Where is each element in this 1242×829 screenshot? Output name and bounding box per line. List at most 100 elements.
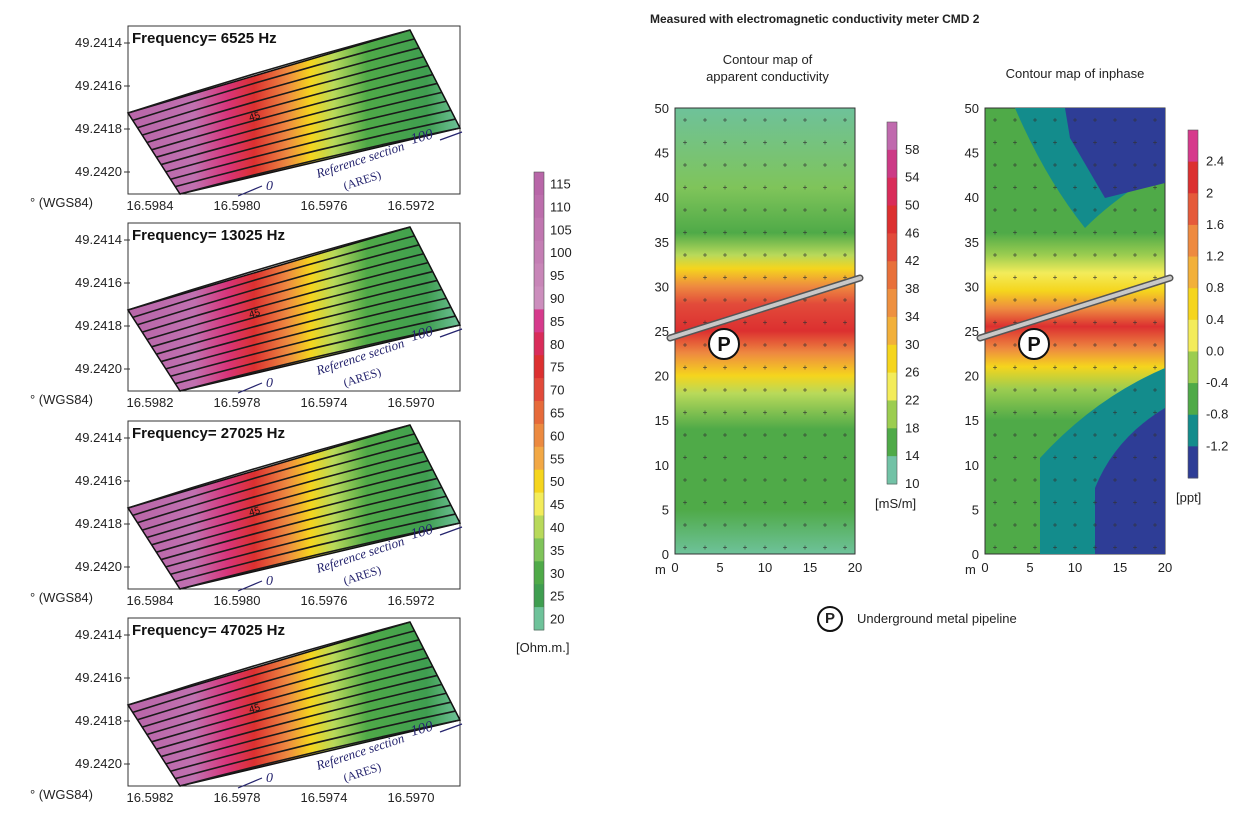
- pipeline-line-highlight: [668, 276, 862, 340]
- reference-end-arrow: [439, 526, 463, 536]
- profile-line: [156, 279, 438, 355]
- inphase-scale-label: -0.4: [1206, 375, 1228, 390]
- longitude-tick-label: 16.5978: [214, 790, 261, 805]
- conductivity-axis-unit: m: [655, 562, 666, 577]
- inphase-x-tick-label: 10: [1068, 560, 1082, 575]
- pipeline-marker-label: P: [717, 334, 730, 356]
- inphase-scale-label: 2: [1206, 185, 1213, 200]
- resistivity-unit-label: [Ohm.m.]: [516, 640, 570, 655]
- latitude-tick-label: 49.2420: [75, 164, 122, 179]
- profile-line: [151, 270, 433, 348]
- profile-line: [141, 252, 424, 333]
- profile-line: [146, 656, 429, 736]
- coordinate-unit-label: ° (WGS84): [30, 590, 93, 605]
- longitude-tick-label: 16.5984: [127, 593, 174, 608]
- profile-line: [165, 495, 447, 568]
- frequency-panel-3: Frequency= 27025 Hz 49.2414 49.2416 49.2418…: [0, 413, 470, 609]
- conductivity-y-tick-label: 0: [662, 547, 669, 562]
- profile-line: [137, 442, 420, 524]
- conductivity-y-tick-label: 25: [655, 324, 669, 339]
- resistivity-scale-band: [534, 561, 544, 585]
- conductivity-scale-label: 50: [905, 198, 919, 213]
- conductivity-scale-band: [887, 344, 897, 374]
- reference-start-label: 0: [266, 574, 273, 589]
- coordinate-unit-label: ° (WGS84): [30, 787, 93, 802]
- inphase-y-tick-label: 50: [965, 101, 979, 116]
- inphase-scale-band: [1188, 288, 1198, 321]
- resistivity-scale-band: [534, 492, 544, 516]
- longitude-tick-label: 16.5970: [388, 395, 435, 410]
- resistivity-scale-band: [534, 538, 544, 562]
- conductivity-x-tick-label: 5: [716, 560, 723, 575]
- profile-line: [179, 522, 461, 590]
- inphase-x-tick-label: 15: [1113, 560, 1127, 575]
- inphase-scale-unit: [ppt]: [1176, 490, 1201, 505]
- resistivity-scale-band: [534, 309, 544, 333]
- resistivity-scale-border: [533, 171, 545, 631]
- inphase-y-tick-label: 5: [972, 502, 979, 517]
- inphase-scale-label: 2.4: [1206, 154, 1224, 169]
- frequency-panel-2: Frequency= 13025 Hz 49.2414 49.2416 49.2418…: [0, 215, 470, 411]
- profile-line: [127, 29, 411, 114]
- resistivity-scale-label: 30: [550, 566, 564, 581]
- profile-line: [137, 244, 420, 326]
- longitude-tick-label: 16.5974: [301, 395, 348, 410]
- conductivity-scale-band: [887, 122, 897, 151]
- conductivity-scale-label: 38: [905, 281, 919, 296]
- longitude-tick-label: 16.5982: [127, 395, 174, 410]
- latitude-tick-label: 49.2418: [75, 318, 122, 333]
- profile-line: [127, 424, 411, 509]
- inphase-scale-band: [1188, 256, 1198, 289]
- contour-value-label: 45: [248, 702, 262, 716]
- coordinate-unit-label: ° (WGS84): [30, 392, 93, 407]
- frequency-map-svg: Frequency= 27025 Hz 49.2414 49.2416 49.2418…: [30, 420, 463, 608]
- conductivity-y-tick-label: 35: [655, 235, 669, 250]
- profile-line: [141, 55, 424, 136]
- resistivity-color-scale: 115 110 105 100 95 90 85 80 75 70 65 60 55 50 45 40 35 30…: [516, 170, 610, 670]
- resistivity-scale-band: [534, 286, 544, 310]
- reference-end-arrow: [439, 131, 463, 141]
- conductivity-scale-band: [887, 205, 897, 234]
- longitude-tick-label: 16.5980: [214, 198, 261, 213]
- longitude-tick-label: 16.5978: [214, 395, 261, 410]
- inphase-scale-band: [1188, 319, 1198, 352]
- inphase-scale-band: [1188, 161, 1198, 194]
- frequency-title: Frequency= 6525 Hz: [132, 30, 277, 47]
- conductivity-y-tick-label: 45: [655, 146, 669, 161]
- latitude-tick-label: 49.2420: [75, 559, 122, 574]
- inphase-y-tick-label: 20: [965, 369, 979, 384]
- profile-line: [175, 710, 456, 780]
- resistivity-scale-label: 100: [550, 245, 572, 260]
- resistivity-scale-label: 110: [550, 199, 571, 214]
- latitude-tick-label: 49.2420: [75, 756, 122, 771]
- conductivity-scale-band: [887, 428, 897, 457]
- lowest-inphase-zone: [1095, 408, 1165, 554]
- inphase-scale-label: 1.2: [1206, 249, 1224, 264]
- latitude-tick-label: 49.2420: [75, 361, 122, 376]
- latitude-tick-label: 49.2416: [75, 275, 122, 290]
- conductivity-scale-band: [887, 316, 897, 346]
- profile-line: [146, 459, 429, 539]
- conductivity-y-tick-label: 10: [655, 458, 669, 473]
- profile-line: [160, 91, 442, 166]
- resistivity-scale-band: [534, 194, 544, 219]
- reference-end-label: 100: [409, 126, 435, 147]
- resistivity-scale-band: [534, 172, 544, 196]
- lowest-inphase-zone: [1065, 108, 1165, 198]
- conductivity-scale-band: [887, 400, 897, 429]
- resistivity-scale-label: 40: [550, 520, 564, 535]
- inphase-title: Contour map of inphase: [1005, 66, 1145, 81]
- inphase-scale-label: 1.6: [1206, 217, 1224, 232]
- longitude-tick-label: 16.5980: [214, 593, 261, 608]
- coordinate-unit-label: ° (WGS84): [30, 195, 93, 210]
- contour-value-label: 45: [248, 110, 262, 124]
- longitude-tick-label: 16.5982: [127, 790, 174, 805]
- frequency-title: Frequency= 47025 Hz: [132, 622, 285, 639]
- contour-value-label: 45: [248, 307, 262, 321]
- frequency-map-svg: Frequency= 13025 Hz 49.2414 49.2416 49.2418…: [30, 222, 463, 410]
- inphase-scale-band: [1188, 224, 1198, 258]
- longitude-tick-label: 16.5984: [127, 198, 174, 213]
- profile-line: [137, 639, 420, 721]
- profile-line: [156, 82, 438, 158]
- profile-line: [170, 701, 452, 773]
